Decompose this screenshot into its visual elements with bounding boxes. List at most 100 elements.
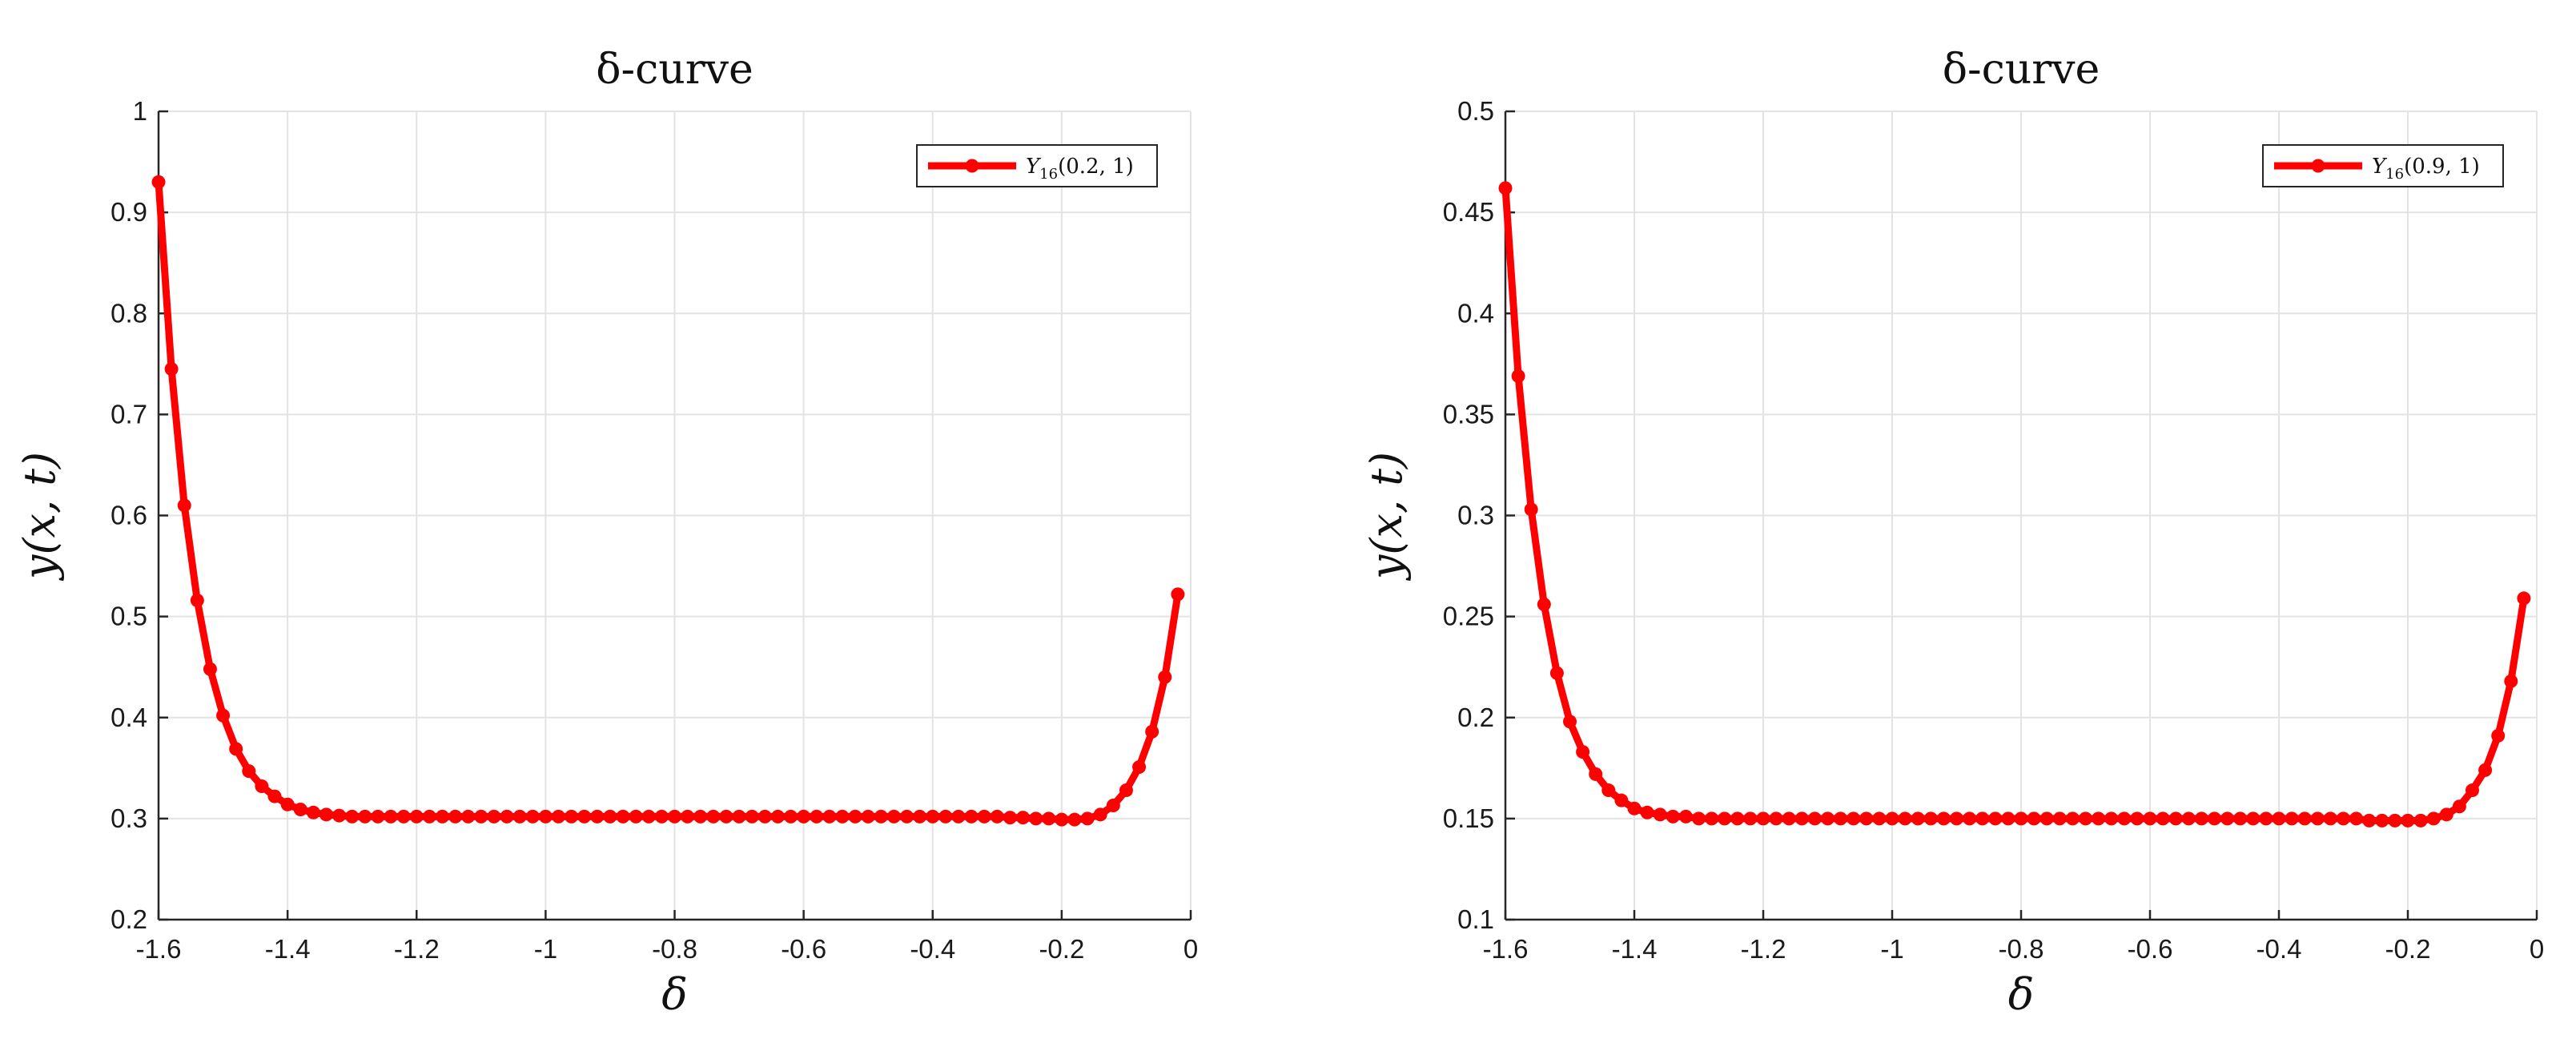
legend-box [916, 144, 1158, 187]
data-point [384, 809, 398, 823]
x-tick-label: -0.6 [2128, 934, 2173, 964]
data-point [641, 809, 656, 823]
data-point [861, 809, 875, 823]
data-point [2065, 811, 2080, 826]
data-point [396, 809, 411, 823]
data-point [1029, 811, 1043, 826]
data-point [938, 809, 953, 823]
data-point [1003, 811, 1017, 825]
data-point [1589, 767, 1603, 781]
data-point [2426, 811, 2441, 826]
data-point [1627, 801, 1642, 815]
data-point [190, 593, 204, 607]
data-point [990, 809, 1004, 823]
data-point [2504, 674, 2518, 688]
x-tick-label: -1.2 [394, 934, 440, 964]
x-tick-label: -0.4 [910, 934, 955, 964]
chart-title: δ-curve [1943, 46, 2100, 94]
data-point [565, 809, 579, 823]
y-tick-label: 1 [133, 96, 147, 126]
x-tick-label: 0 [1184, 934, 1198, 964]
data-point [164, 362, 179, 376]
data-point [1601, 783, 1616, 798]
data-point [2104, 811, 2119, 826]
data-point [474, 809, 488, 823]
data-point [255, 779, 269, 794]
y-tick-label: 0.4 [1457, 298, 1494, 328]
data-point [784, 809, 798, 823]
data-point [1549, 666, 1564, 680]
data-point [2297, 811, 2312, 826]
x-tick-label: -1 [534, 934, 557, 964]
data-point [2117, 811, 2132, 826]
data-point [1080, 811, 1095, 826]
data-point [616, 809, 630, 823]
data-point [719, 809, 733, 823]
y-tick-label: 0.9 [111, 197, 147, 227]
data-point [1782, 811, 1796, 826]
data-point [629, 809, 643, 823]
data-point [2040, 811, 2054, 826]
data-point [1923, 811, 1938, 826]
data-point [732, 809, 746, 823]
data-point [487, 809, 501, 823]
y-tick-label: 0.7 [111, 399, 147, 429]
x-tick-label: -1.6 [136, 934, 182, 964]
legend-subscript: 16 [1039, 166, 1058, 183]
data-point [216, 708, 231, 723]
data-point [1911, 811, 1925, 826]
data-point [706, 809, 721, 823]
data-point [1834, 811, 1848, 826]
data-point [577, 809, 592, 823]
data-point [435, 809, 449, 823]
legend-label: Y16(0.9, 1) [2372, 155, 2480, 183]
data-point [1885, 811, 1899, 826]
y-tick-label: 0.35 [1443, 399, 1494, 429]
legend-marker-swatch [2311, 159, 2325, 173]
y-tick-label: 0.2 [111, 904, 147, 934]
data-point [1171, 587, 1185, 602]
data-point [1537, 597, 1551, 611]
data-point [2143, 811, 2157, 826]
data-point [964, 809, 979, 823]
data-point [229, 742, 243, 756]
data-point [1898, 811, 1912, 826]
legend: Y16(0.2, 1) [916, 144, 1158, 187]
chart-title: δ-curve [596, 46, 754, 94]
chart-left: -1.6 -1.4 -1.2 -1 -0.8 -0.6 -0.4 -0.2 0 0.2 0.3 0.4… [14, 46, 1198, 1020]
data-point [1769, 811, 1783, 826]
data-point [2375, 813, 2389, 827]
legend-symbol: Y [2372, 155, 2388, 179]
data-point [770, 809, 785, 823]
data-point [1963, 811, 1977, 826]
data-point [2478, 763, 2493, 777]
data-point [900, 809, 914, 823]
data-point [1093, 807, 1107, 822]
y-tick-label: 0.4 [111, 703, 147, 732]
data-point [2517, 591, 2531, 606]
data-point [177, 498, 191, 513]
data-point [926, 809, 940, 823]
data-point [2491, 728, 2506, 743]
y-tick-label: 0.25 [1443, 602, 1494, 631]
data-point [1158, 670, 1172, 684]
x-tick-label: 0 [2530, 934, 2544, 964]
y-tick-label: 0.1 [1457, 904, 1494, 934]
data-point [332, 808, 347, 823]
data-point [1975, 811, 1990, 826]
x-axis-label: δ [2008, 969, 2035, 1020]
y-axis-label: y(x, t) [1361, 452, 1412, 581]
legend-subscript: 16 [2385, 166, 2404, 183]
x-tick-label: -1.4 [265, 934, 311, 964]
legend-marker-swatch [965, 159, 979, 173]
data-point [1563, 715, 1577, 729]
data-point [1132, 760, 1147, 775]
y-tick-label: 0.6 [111, 501, 147, 530]
data-point [874, 809, 888, 823]
x-tick-label: -0.6 [781, 934, 826, 964]
data-point [1821, 811, 1835, 826]
y-tick-label: 0.8 [111, 298, 147, 328]
legend-symbol: Y [1026, 155, 1042, 179]
data-point [280, 797, 295, 811]
data-point [758, 809, 772, 823]
